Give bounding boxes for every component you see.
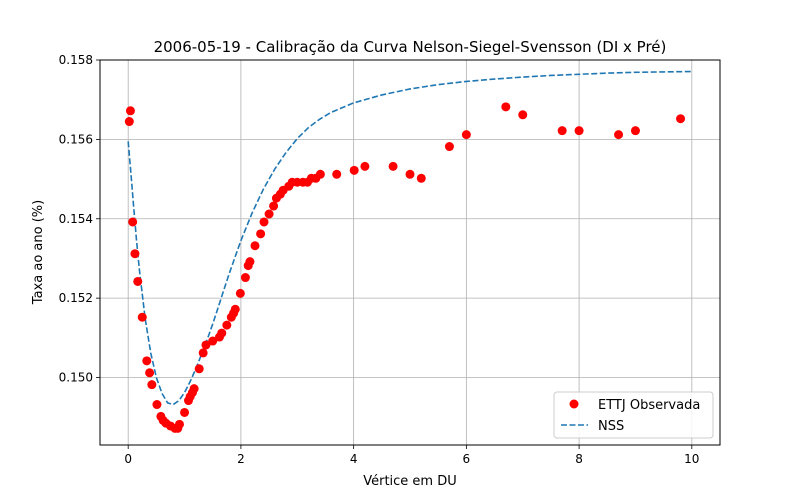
x-axis-ticks: 0 2 4 6 8 10	[124, 445, 699, 466]
x-axis-label: Vértice em DU	[363, 474, 457, 489]
observed-point	[145, 368, 155, 378]
observed-point	[152, 400, 162, 410]
plot-frame	[99, 59, 721, 446]
observed-point	[230, 304, 240, 314]
y-tick-label: 0.158	[59, 53, 93, 67]
observed-point	[189, 384, 199, 394]
observed-point	[360, 161, 370, 171]
x-tick-label: 10	[684, 452, 699, 466]
observed-point	[125, 106, 135, 116]
nss-line-layer	[127, 70, 692, 406]
observed-point	[269, 201, 279, 211]
observed-point	[557, 126, 567, 136]
observed-point	[315, 169, 325, 179]
observed-point	[147, 380, 157, 390]
observed-point	[444, 142, 454, 152]
observed-point	[208, 336, 218, 346]
observed-point	[501, 102, 511, 112]
observed-point	[217, 328, 227, 338]
y-tick-label: 0.156	[59, 132, 93, 146]
observed-point	[198, 348, 208, 358]
x-tick-label: 0	[124, 452, 132, 466]
scatter-points-layer	[124, 102, 686, 433]
observed-point	[574, 126, 584, 136]
nss-curve	[127, 70, 692, 406]
observed-point	[235, 288, 245, 298]
y-tick-label: 0.154	[59, 212, 93, 226]
y-tick-label: 0.152	[59, 291, 93, 305]
y-axis-label: Taxa ao ano (%)	[31, 200, 46, 305]
observed-point	[124, 117, 134, 127]
observed-point	[245, 257, 255, 267]
observed-point	[142, 356, 152, 366]
observed-point	[222, 320, 232, 330]
observed-point	[194, 364, 204, 374]
observed-point	[256, 229, 266, 239]
y-tick-label: 0.150	[59, 371, 93, 385]
legend-label-observed: ETTJ Observada	[598, 398, 700, 413]
y-axis-ticks: 0.150 0.152 0.154 0.156 0.158	[59, 53, 100, 385]
observed-point	[130, 249, 140, 259]
observed-point	[461, 130, 471, 140]
x-tick-label: 4	[350, 452, 358, 466]
observed-point	[128, 217, 138, 227]
observed-point	[676, 114, 686, 124]
x-tick-label: 6	[463, 452, 471, 466]
observed-point	[518, 110, 528, 120]
x-tick-label: 8	[575, 452, 583, 466]
observed-point	[259, 217, 269, 227]
observed-point	[240, 273, 250, 283]
legend-marker-observed	[569, 399, 579, 409]
observed-point	[630, 126, 640, 136]
observed-point	[416, 173, 426, 183]
observed-point	[614, 130, 624, 140]
observed-point	[405, 169, 415, 179]
observed-point	[332, 169, 342, 179]
observed-point	[250, 241, 260, 251]
plot-area	[100, 60, 720, 445]
x-tick-label: 2	[237, 452, 245, 466]
observed-point	[201, 340, 211, 350]
legend-box	[553, 391, 714, 439]
observed-point	[137, 312, 147, 322]
legend: ETTJ Observada NSS	[553, 391, 714, 439]
observed-point	[388, 161, 398, 171]
legend-label-nss: NSS	[598, 419, 624, 434]
observed-point	[174, 419, 184, 429]
observed-point	[180, 407, 190, 417]
observed-point	[349, 165, 359, 175]
observed-point	[133, 276, 143, 286]
chart-title: 2006-05-19 - Calibração da Curva Nelson-…	[154, 38, 667, 56]
observed-point	[264, 209, 274, 219]
